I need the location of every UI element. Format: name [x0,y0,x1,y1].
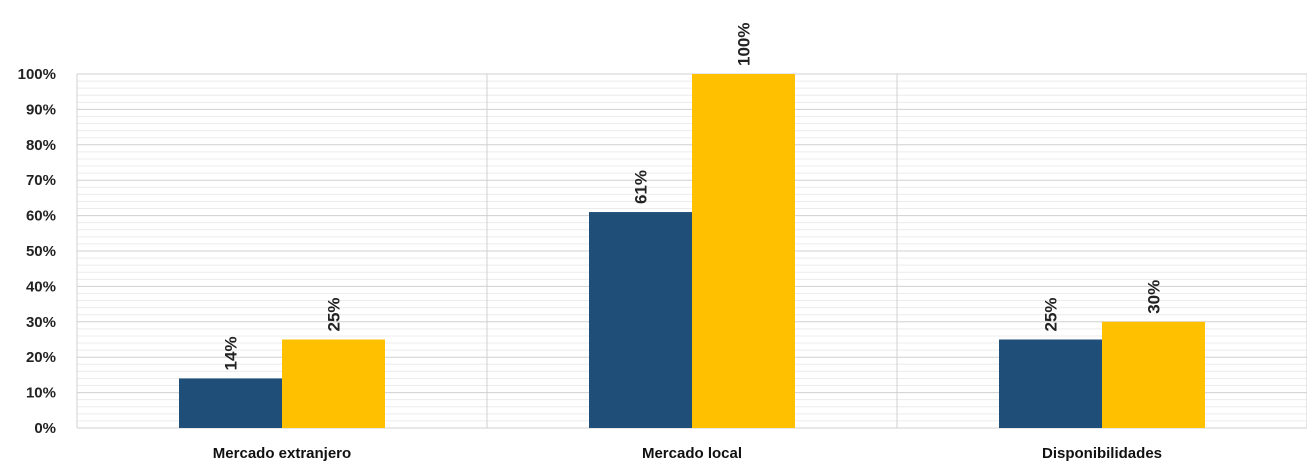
x-category-label: Mercado extranjero [213,445,351,462]
bar [179,378,282,428]
x-category-label: Disponibilidades [1042,445,1162,462]
data-label: 61% [632,170,651,204]
bars [179,74,1205,428]
y-tick-label: 90% [26,101,56,118]
y-tick-label: 50% [26,243,56,260]
data-label: 100% [735,23,754,66]
data-label: 25% [1042,297,1061,331]
data-label: 30% [1145,280,1164,314]
y-tick-label: 0% [34,420,56,437]
y-tick-label: 100% [18,66,56,83]
y-tick-label: 10% [26,385,56,402]
bar [692,74,795,428]
data-labels: 14% 25% 61% 100% 25% 30% [222,23,1164,371]
y-tick-label: 30% [26,314,56,331]
y-tick-label: 80% [26,137,56,154]
data-label: 25% [325,297,344,331]
x-category-label: Mercado local [642,445,742,462]
y-tick-label: 40% [26,278,56,295]
x-axis: Mercado extranjero Mercado local Disponibi… [213,445,1162,462]
y-tick-label: 70% [26,172,56,189]
bar [1102,321,1205,428]
data-label: 14% [222,336,241,370]
y-tick-label: 60% [26,208,56,225]
y-axis: 0% 10% 20% 30% 40% 50% 60% 70% 80% 90% 100% [18,66,56,437]
bar [589,212,692,428]
bar [999,339,1102,428]
y-tick-label: 20% [26,349,56,366]
bar [282,339,385,428]
